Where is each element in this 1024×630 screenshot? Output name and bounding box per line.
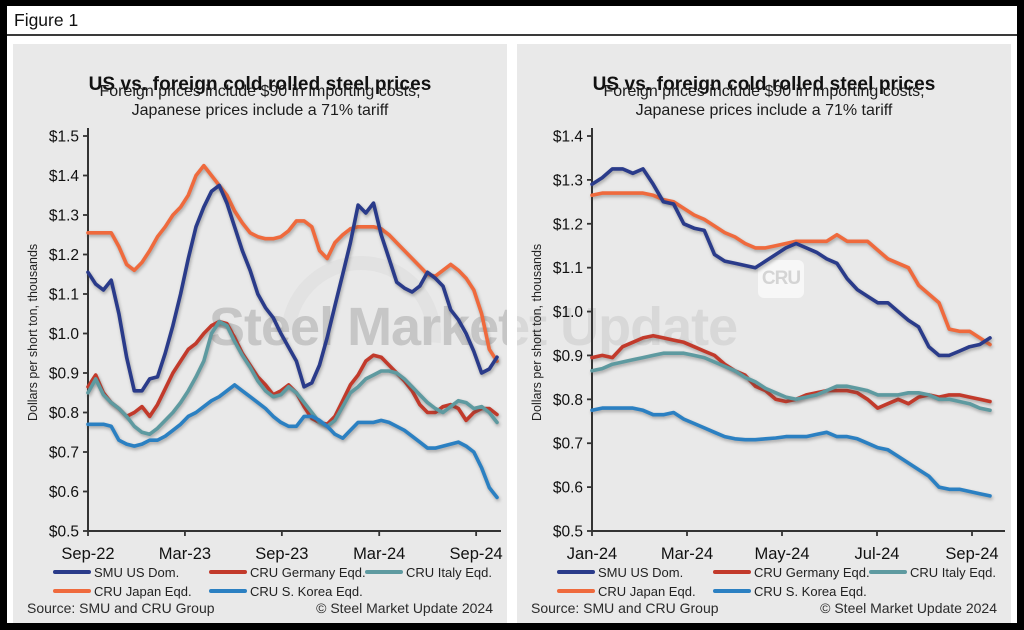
legend-label: SMU US Dom. (94, 564, 180, 580)
chart-svg: $1.5 $1.4 $1.3 $1.2 $1.1 $1.0 $0.9 $0.8 $0.7 $0.6… (49, 128, 503, 563)
legend-swatch-cru-japan-eqd (53, 588, 91, 594)
legend-item-cru-germany-eqd: CRU Germany Eqd. (713, 564, 870, 580)
x-tick-label: Mar-23 (159, 545, 211, 563)
y-tick-label: $0.7 (49, 445, 79, 462)
legend-label: CRU Germany Eqd. (754, 564, 870, 580)
source-text: Source: SMU and CRU Group (27, 600, 215, 616)
y-tick-label: $1.4 (49, 168, 80, 185)
x-tick-label: Mar-24 (353, 545, 405, 563)
panels-row: Steel Market Update US vs. foreign cold … (13, 44, 1011, 623)
legend-label: CRU Japan Eqd. (598, 583, 696, 599)
legend-item-cru-germany-eqd: CRU Germany Eqd. (209, 564, 366, 580)
legend-item-cru-japan-eqd: CRU Japan Eqd. (557, 583, 696, 599)
series-line-smu-us-dom (590, 167, 992, 358)
legend-swatch-cru-japan-eqd (557, 588, 595, 594)
y-tick-label: $1.4 (553, 129, 584, 146)
x-tick-label: Jul-24 (855, 545, 900, 563)
y-tick-label: $0.5 (49, 524, 79, 541)
y-tick-label: $1.2 (553, 216, 583, 233)
legend-item-cru-s-korea-eqd: CRU S. Korea Eqd. (713, 583, 867, 599)
chart-area: $1.4 $1.3 $1.2 $1.1 $1.0 $0.9 $0.8 $0.7 $0.6 $0.5… (517, 122, 1011, 567)
legend-label: CRU Japan Eqd. (94, 583, 192, 599)
y-tick-label: $1.1 (49, 287, 79, 304)
figure-label: Figure 1 (14, 10, 79, 30)
x-tick-label: Mar-24 (661, 545, 713, 563)
legend-swatch-cru-italy-eqd (869, 569, 907, 575)
chart-panel-right: Steel Market Update CRU US vs. foreign c… (517, 44, 1011, 623)
series-line-cru-japan-eqd (590, 191, 992, 347)
chart-svg: $1.4 $1.3 $1.2 $1.1 $1.0 $0.9 $0.8 $0.7 $0.6 $0.5… (553, 128, 1005, 563)
legend-swatch-cru-s-korea-eqd (713, 588, 751, 594)
x-tick-label: Sep-22 (61, 545, 114, 563)
figure-inner: Figure 1 Steel Market Update US vs. fore… (7, 6, 1017, 623)
y-tick-label: $1.1 (553, 260, 583, 277)
legend-label: CRU S. Korea Eqd. (250, 583, 363, 599)
legend-swatch-smu-us-dom (557, 569, 595, 575)
chart-area: $1.5 $1.4 $1.3 $1.2 $1.1 $1.0 $0.9 $0.8 $0.7 $0.6… (13, 122, 507, 567)
legend-item-smu-us-dom: SMU US Dom. (53, 564, 179, 580)
legend-swatch-cru-germany-eqd (209, 569, 247, 575)
legend: SMU US Dom. CRU Germany Eqd. CRU Italy Eqd… (517, 564, 1011, 602)
legend-label: CRU Italy Eqd. (406, 564, 492, 580)
y-tick-label: $0.9 (553, 348, 583, 365)
legend-swatch-cru-germany-eqd (713, 569, 751, 575)
legend-swatch-cru-italy-eqd (365, 569, 403, 575)
y-tick-label: $1.5 (49, 129, 79, 146)
chart-title: US vs. foreign cold rolled steel prices (88, 73, 432, 95)
chart-subtitle-line1: Foreign prices include $90 in importing … (603, 83, 925, 100)
legend-item-cru-japan-eqd: CRU Japan Eqd. (53, 583, 192, 599)
chart-title: US vs. foreign cold rolled steel prices (592, 73, 936, 95)
x-tick-label: Jan-24 (567, 545, 617, 563)
series-line-cru-germany-eqd (590, 333, 992, 410)
x-tick-label: Sep-24 (450, 545, 503, 563)
legend-label: CRU S. Korea Eqd. (754, 583, 867, 599)
series-line-cru-s-korea-eqd (86, 383, 499, 500)
panel-footer: Source: SMU and CRU Group © Steel Market… (27, 600, 493, 616)
y-tick-label: $1.3 (553, 172, 583, 189)
y-tick-label: $1.2 (49, 247, 79, 264)
legend-item-cru-italy-eqd: CRU Italy Eqd. (869, 564, 996, 580)
chart-subtitle-line2: Japanese prices include a 71% tariff (131, 102, 389, 119)
legend-item-cru-italy-eqd: CRU Italy Eqd. (365, 564, 492, 580)
series-line-cru-japan-eqd (86, 163, 499, 363)
y-tick-label: $1.0 (553, 304, 584, 321)
source-text: Source: SMU and CRU Group (531, 600, 719, 616)
y-tick-label: $0.5 (553, 524, 583, 541)
chart-subtitle-line1: Foreign prices include $90 in importing … (99, 83, 421, 100)
y-tick-label: $0.7 (553, 436, 583, 453)
y-tick-label: $0.8 (553, 392, 583, 409)
legend: SMU US Dom. CRU Germany Eqd. CRU Italy Eqd… (13, 564, 507, 602)
legend-label: SMU US Dom. (598, 564, 684, 580)
legend-item-smu-us-dom: SMU US Dom. (557, 564, 683, 580)
x-tick-label: May-24 (754, 545, 809, 563)
series-line-cru-s-korea-eqd (590, 406, 992, 498)
x-tick-label: Sep-23 (255, 545, 308, 563)
y-tick-label: $1.3 (49, 208, 79, 225)
figure-divider (7, 34, 1017, 36)
y-tick-label: $1.0 (49, 326, 80, 343)
chart-subtitle-line2: Japanese prices include a 71% tariff (635, 102, 893, 119)
y-tick-label: $0.6 (49, 484, 79, 501)
legend-label: CRU Italy Eqd. (910, 564, 996, 580)
x-tick-label: Sep-24 (945, 545, 998, 563)
legend-label: CRU Germany Eqd. (250, 564, 366, 580)
legend-item-cru-s-korea-eqd: CRU S. Korea Eqd. (209, 583, 363, 599)
legend-swatch-smu-us-dom (53, 569, 91, 575)
copyright-text: © Steel Market Update 2024 (820, 600, 997, 616)
chart-panel-left: Steel Market Update US vs. foreign cold … (13, 44, 507, 623)
panel-footer: Source: SMU and CRU Group © Steel Market… (531, 600, 997, 616)
copyright-text: © Steel Market Update 2024 (316, 600, 493, 616)
y-tick-label: $0.9 (49, 366, 79, 383)
legend-swatch-cru-s-korea-eqd (209, 588, 247, 594)
series-line-smu-us-dom (86, 183, 499, 393)
series-line-cru-italy-eqd (86, 319, 499, 437)
y-tick-label: $0.8 (49, 405, 79, 422)
series-line-cru-italy-eqd (590, 351, 992, 413)
y-tick-label: $0.6 (553, 480, 583, 497)
